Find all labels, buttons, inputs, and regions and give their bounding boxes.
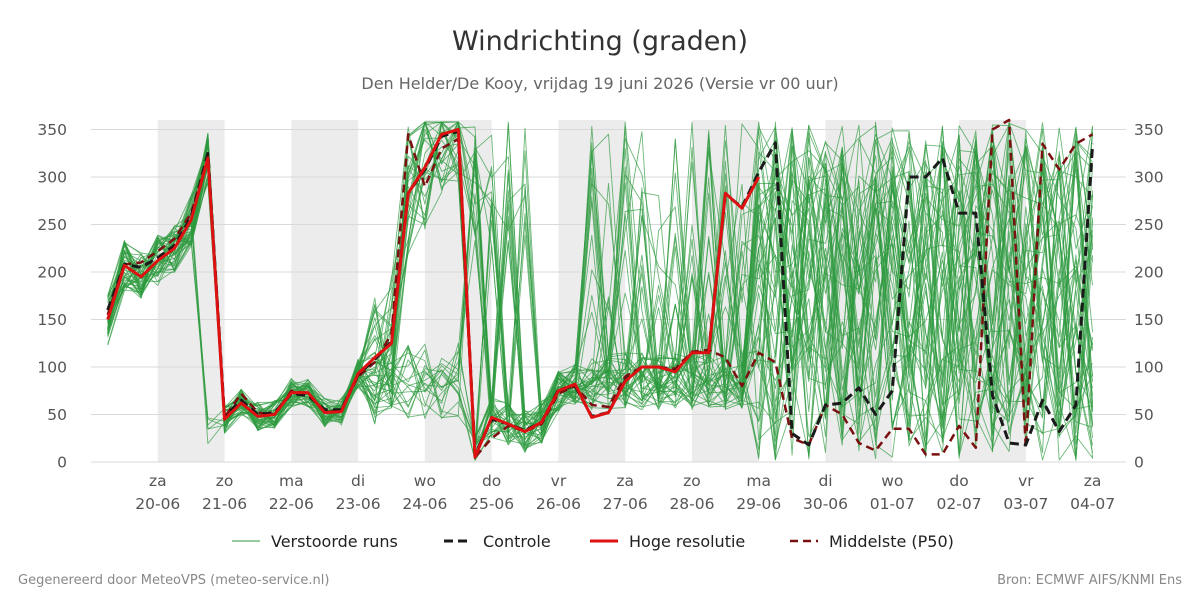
y-tick-left-100: 100 [37,359,67,377]
footer-source: Bron: ECMWF AIFS/KNMI Ens [997,573,1182,588]
x-tick-date-3: 23-06 [336,495,381,513]
x-tick-date-13: 03-07 [1003,495,1048,513]
y-tick-right-350: 350 [1134,121,1164,139]
y-tick-left-200: 200 [37,264,67,282]
x-tick-day-6: vr [551,472,567,490]
x-tick-day-13: vr [1018,472,1034,490]
x-tick-day-11: wo [881,472,903,490]
y-tick-left-250: 250 [37,216,67,234]
legend-label-control: Controle [483,532,551,551]
footer-generator: Gegenereerd door MeteoVPS (meteo-service… [18,573,329,588]
x-tick-date-2: 22-06 [269,495,314,513]
x-tick-date-4: 24-06 [402,495,447,513]
x-tick-day-14: za [1084,472,1102,490]
perturbed-run-46 [107,124,1094,460]
perturbed-run-38 [107,121,1094,460]
x-tick-day-0: za [149,472,167,490]
chart-title: Windrichting (graden) [452,26,748,57]
x-tick-date-5: 25-06 [469,495,514,513]
x-tick-date-6: 26-06 [536,495,581,513]
x-tick-day-12: do [949,472,968,490]
x-tick-date-10: 30-06 [803,495,848,513]
perturbed-run-47 [107,137,1094,461]
y-tick-right-200: 200 [1134,264,1164,282]
y-tick-left-150: 150 [37,311,67,329]
x-tick-date-9: 29-06 [736,495,781,513]
y-tick-left-50: 50 [47,406,67,424]
perturbed-run-48 [107,121,1094,440]
shade-band-0 [157,120,225,462]
legend-label-perturbed: Verstoorde runs [271,532,398,551]
x-tick-day-10: di [818,472,832,490]
x-tick-day-7: za [616,472,634,490]
chart-subtitle: Den Helder/De Kooy, vrijdag 19 juni 2026… [361,74,838,93]
y-tick-right-250: 250 [1134,216,1164,234]
x-tick-date-11: 01-07 [870,495,915,513]
y-tick-right-50: 50 [1134,406,1154,424]
x-tick-date-12: 02-07 [937,495,982,513]
legend-label-high-res: Hoge resolutie [629,532,745,551]
y-tick-left-300: 300 [37,169,67,187]
x-tick-date-0: 20-06 [135,495,180,513]
x-tick-day-4: wo [414,472,436,490]
y-tick-right-100: 100 [1134,359,1164,377]
perturbed-run-27 [107,121,1093,460]
y-tick-right-150: 150 [1134,311,1164,329]
gridlines [91,129,1126,463]
y-tick-left-0: 0 [57,454,67,472]
x-tick-day-2: ma [279,472,304,490]
x-tick-day-8: zo [683,472,701,490]
x-tick-day-1: zo [216,472,234,490]
y-tick-right-0: 0 [1134,454,1144,472]
x-tick-date-1: 21-06 [202,495,247,513]
legend: Verstoorde runs Controle Hoge resolutie … [232,532,954,551]
perturbed-run-49 [107,121,1094,454]
x-tick-day-9: ma [746,472,771,490]
main-series [106,118,1095,459]
axes: 0 0 50 50 100 100 150 150 200 200 250 250 300 300 350 3… [37,121,1163,513]
x-tick-date-8: 28-06 [669,495,714,513]
y-tick-right-300: 300 [1134,169,1164,187]
x-tick-date-14: 04-07 [1070,495,1115,513]
x-tick-day-3: di [351,472,365,490]
high-res-line [106,128,761,459]
x-tick-date-7: 27-06 [603,495,648,513]
x-tick-day-5: do [482,472,501,490]
perturbed-run-23 [107,121,1094,460]
y-tick-left-350: 350 [37,121,67,139]
legend-label-median: Middelste (P50) [829,532,954,551]
